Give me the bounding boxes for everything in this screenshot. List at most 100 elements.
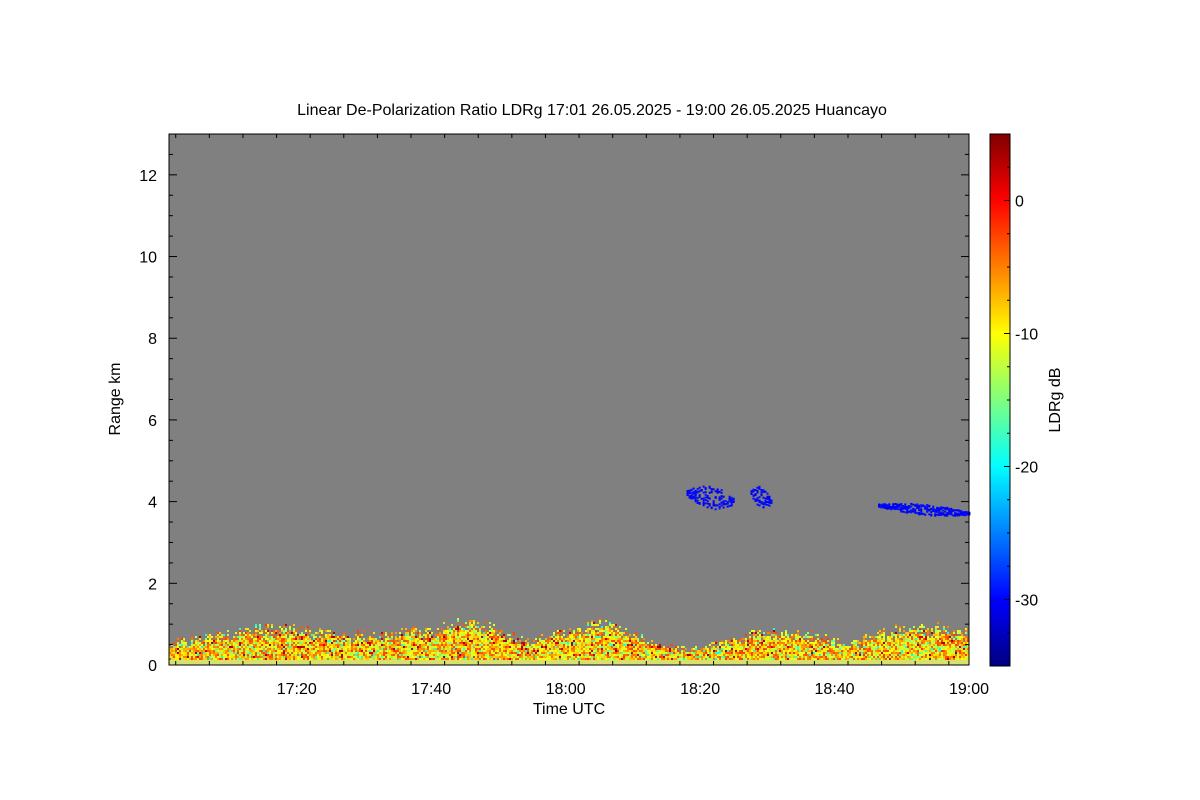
heatmap-cell <box>529 646 531 648</box>
heatmap-cell <box>615 628 617 630</box>
heatmap-cell <box>957 632 959 634</box>
heatmap-cell <box>593 644 595 646</box>
heatmap-cell <box>211 642 213 644</box>
heatmap-cell <box>225 656 227 658</box>
heatmap-cell <box>893 642 895 644</box>
heatmap-cell <box>901 648 903 650</box>
heatmap-cell <box>183 642 185 644</box>
heatmap-cell <box>523 642 525 644</box>
heatmap-cell <box>813 638 815 640</box>
heatmap-cell <box>557 630 559 632</box>
heatmap-cell <box>371 638 373 640</box>
heatmap-cell <box>371 650 373 652</box>
heatmap-cell <box>581 638 583 640</box>
heatmap-cell <box>761 650 763 652</box>
heatmap-cell <box>327 640 329 642</box>
heatmap-cell <box>601 658 603 660</box>
heatmap-cell <box>383 648 385 650</box>
heatmap-cell <box>927 658 929 660</box>
heatmap-cell <box>377 654 379 656</box>
heatmap-cell <box>241 650 243 652</box>
heatmap-cell <box>183 656 185 658</box>
heatmap-cell <box>691 652 693 654</box>
heatmap-cell <box>217 632 219 634</box>
heatmap-cell <box>931 628 933 630</box>
heatmap-cell <box>229 648 231 650</box>
heatmap-cell <box>173 652 175 654</box>
heatmap-cell <box>881 634 883 636</box>
heatmap-cell <box>653 656 655 658</box>
heatmap-cell <box>511 638 513 640</box>
heatmap-cell <box>505 648 507 650</box>
heatmap-cell <box>337 658 339 660</box>
heatmap-cell <box>181 644 183 646</box>
heatmap-cell <box>325 650 327 652</box>
heatmap-cell <box>797 630 799 632</box>
heatmap-cell <box>539 648 541 650</box>
heatmap-cell <box>747 652 749 654</box>
heatmap-cell <box>371 654 373 656</box>
heatmap-cell <box>273 636 275 638</box>
heatmap-cell <box>213 638 215 640</box>
heatmap-cell <box>917 642 919 644</box>
heatmap-cell <box>243 656 245 658</box>
heatmap-cell <box>395 646 397 648</box>
heatmap-cell <box>769 648 771 650</box>
heatmap-cell <box>665 652 667 654</box>
heatmap-cell <box>933 638 935 640</box>
heatmap-cell <box>537 652 539 654</box>
heatmap-cell <box>857 642 859 644</box>
heatmap-cell <box>647 648 649 650</box>
heatmap-cell <box>525 646 527 648</box>
heatmap-cell <box>337 650 339 652</box>
heatmap-cell <box>497 650 499 652</box>
heatmap-cell <box>363 640 365 642</box>
heatmap-cell <box>219 658 221 660</box>
heatmap-cell <box>511 656 513 658</box>
heatmap-cell <box>183 658 185 660</box>
heatmap-cell <box>571 654 573 656</box>
heatmap-cell <box>717 646 719 648</box>
heatmap-cell <box>289 652 291 654</box>
heatmap-cell <box>527 644 529 646</box>
heatmap-cell <box>947 650 949 652</box>
heatmap-cell <box>389 658 391 660</box>
heatmap-cell <box>879 652 881 654</box>
heatmap-cell <box>229 658 231 660</box>
heatmap-cell <box>433 654 435 656</box>
heatmap-cell <box>185 658 187 660</box>
heatmap-cell <box>723 642 725 644</box>
heatmap-cell <box>443 630 445 632</box>
heatmap-cell <box>527 658 529 660</box>
heatmap-cell <box>213 646 215 648</box>
heatmap-cell <box>949 646 951 648</box>
heatmap-cell <box>445 644 447 646</box>
heatmap-cell <box>591 644 593 646</box>
heatmap-cell <box>721 656 723 658</box>
heatmap-cell <box>313 646 315 648</box>
heatmap-cell <box>431 638 433 640</box>
heatmap-cell <box>317 638 319 640</box>
heatmap-cell <box>745 646 747 648</box>
heatmap-cell <box>433 658 435 660</box>
heatmap-cell <box>321 642 323 644</box>
heatmap-cell <box>281 636 283 638</box>
heatmap-cell <box>541 646 543 648</box>
heatmap-cell <box>337 648 339 650</box>
heatmap-cell <box>507 646 509 648</box>
heatmap-cell <box>277 642 279 644</box>
heatmap-cell <box>355 650 357 652</box>
heatmap-cell <box>639 642 641 644</box>
heatmap-cell <box>509 650 511 652</box>
heatmap-cell <box>787 634 789 636</box>
heatmap-cell <box>485 646 487 648</box>
heatmap-cell <box>317 656 319 658</box>
heatmap-cell <box>229 642 231 644</box>
heatmap-cell <box>901 642 903 644</box>
heatmap-cell <box>255 640 257 642</box>
heatmap-cell <box>710 491 713 494</box>
heatmap-cell <box>447 646 449 648</box>
heatmap-cell <box>577 636 579 638</box>
heatmap-cell <box>712 500 715 503</box>
heatmap-cell <box>951 648 953 650</box>
